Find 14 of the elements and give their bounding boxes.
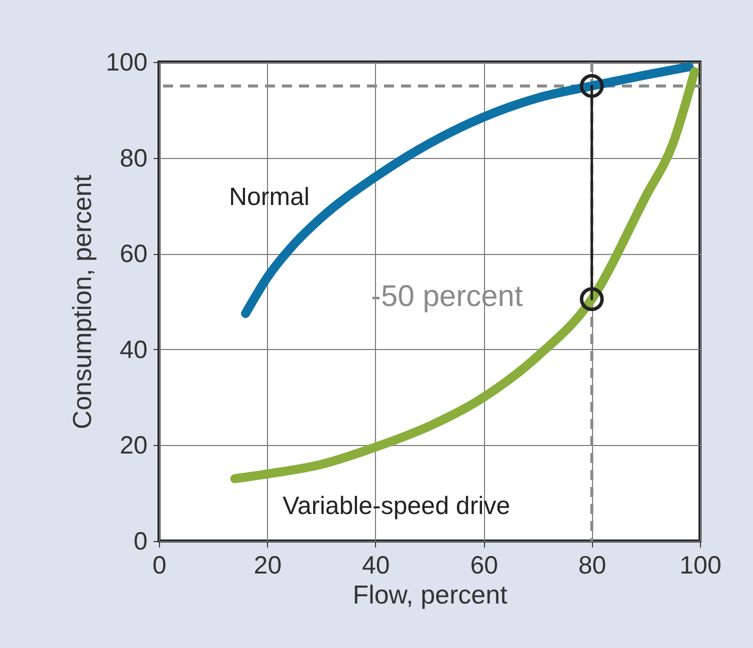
y-tick-label: 40: [120, 336, 148, 364]
x-tick-label: 60: [470, 552, 498, 580]
x-tick-label: 100: [680, 552, 722, 580]
y-tick-label: 60: [120, 240, 148, 268]
y-tick-label: 100: [106, 48, 148, 76]
x-tick-label: 80: [578, 552, 606, 580]
x-axis-title: Flow, percent: [352, 580, 508, 610]
y-tick-label: 0: [134, 528, 148, 556]
x-tick-label: 20: [254, 552, 282, 580]
y-tick-label: 20: [120, 432, 148, 460]
y-axis-title: Consumption, percent: [66, 174, 97, 430]
y-tick-label: 80: [120, 144, 148, 172]
x-tick-label: 0: [152, 552, 166, 580]
x-tick-label: 40: [362, 552, 390, 580]
